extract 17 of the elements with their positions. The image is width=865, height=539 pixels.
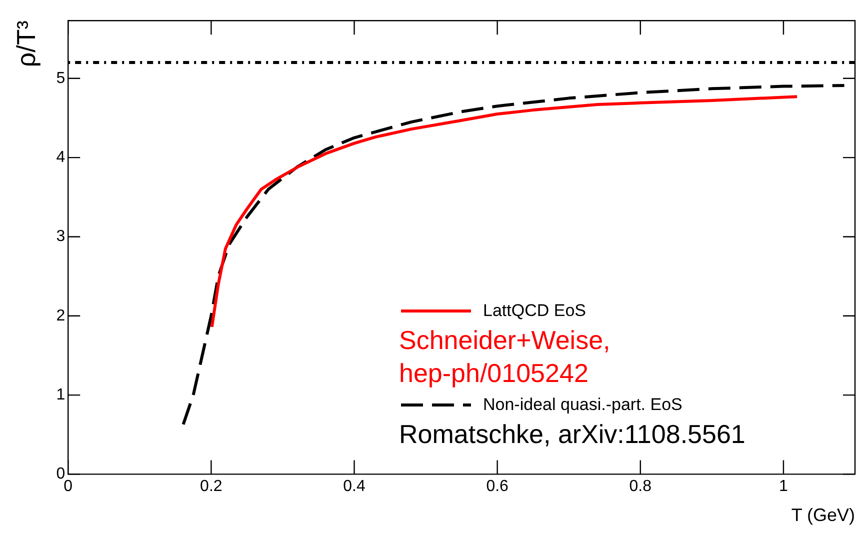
x-tick-label: 0.4 bbox=[343, 478, 366, 496]
y-tick-label: 4 bbox=[56, 148, 66, 166]
y-axis-title: ρ/T³ bbox=[10, 20, 41, 68]
legend-label: LattQCD EoS bbox=[483, 301, 586, 321]
y-tick-label: 3 bbox=[56, 228, 66, 246]
y-tick-label: 0 bbox=[56, 466, 66, 483]
x-tick-label: 1 bbox=[779, 478, 788, 496]
x-tick-label: 0.8 bbox=[629, 478, 652, 496]
x-tick-label: 0.2 bbox=[200, 478, 222, 496]
annotation: Schneider+Weise, hep-ph/0105242 bbox=[399, 324, 612, 390]
y-tick-label: 1 bbox=[56, 386, 66, 404]
x-axis-title: T (GeV) bbox=[791, 505, 855, 526]
legend-label: Non-ideal quasi.-part. EoS bbox=[483, 395, 682, 415]
y-tick-label: 2 bbox=[56, 307, 66, 324]
y-tick-label: 5 bbox=[56, 70, 66, 87]
x-tick-label: 0.6 bbox=[486, 478, 509, 496]
annotation: Romatschke, arXiv:1108.5561 bbox=[399, 418, 746, 451]
